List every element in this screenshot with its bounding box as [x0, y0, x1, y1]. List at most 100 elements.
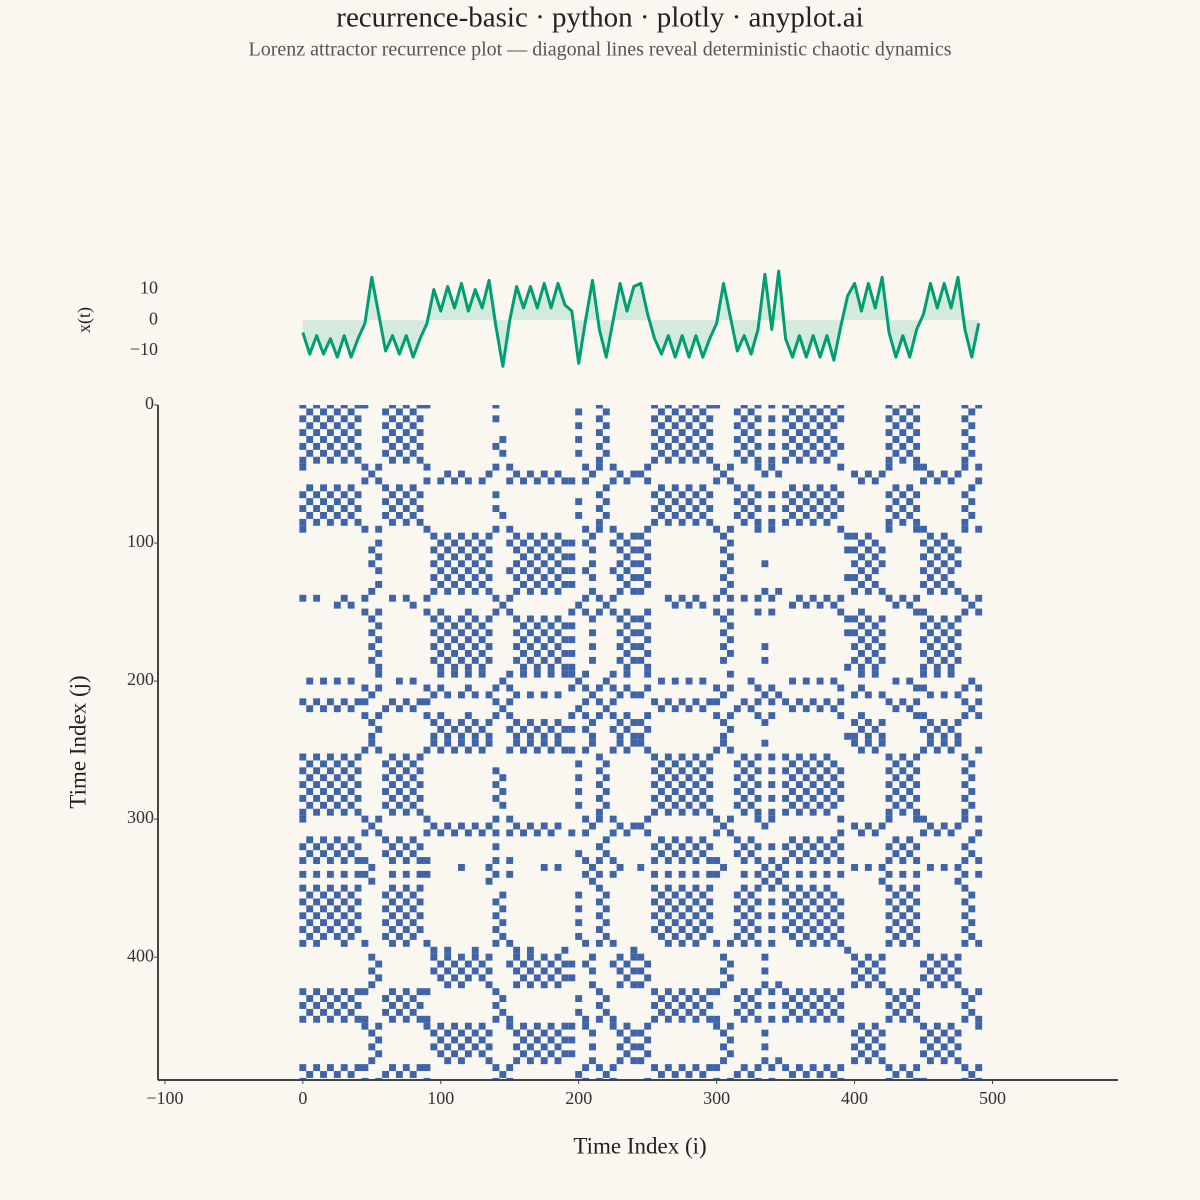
recurrence-cell: [340, 491, 348, 499]
recurrence-cell: [561, 477, 569, 485]
recurrence-cell: [664, 988, 672, 996]
recurrence-cell: [823, 781, 831, 789]
recurrence-cell: [664, 794, 672, 802]
recurrence-cell: [526, 967, 534, 975]
recurrence-cell: [837, 857, 845, 864]
recurrence-cell: [692, 405, 700, 409]
recurrence-cell: [747, 919, 755, 927]
recurrence-cell: [947, 477, 955, 485]
recurrence-cell: [485, 863, 493, 871]
recurrence-cell: [361, 857, 369, 864]
recurrence-cell: [609, 712, 617, 720]
recurrence-cell: [947, 974, 955, 982]
recurrence-cell: [361, 988, 369, 996]
recurrence-cell: [554, 546, 562, 554]
recurrence-cell: [664, 767, 672, 775]
recurrence-cell: [458, 691, 465, 699]
recurrence-cell: [409, 436, 417, 443]
recurrence-cell: [913, 608, 921, 616]
recurrence-cell: [644, 525, 652, 533]
recurrence-cell: [802, 436, 810, 443]
recurrence-cell: [789, 801, 796, 809]
recurrence-cell: [747, 1071, 755, 1078]
recurrence-cell: [961, 884, 969, 892]
recurrence-cell: [782, 698, 790, 706]
recurrence-cell: [768, 988, 776, 996]
recurrence-cell: [823, 456, 831, 464]
recurrence-cell: [913, 870, 921, 878]
recurrence-cell: [706, 794, 714, 802]
recurrence-cell: [899, 456, 907, 464]
recurrence-cell: [623, 746, 631, 754]
recurrence-cell: [637, 587, 645, 595]
recurrence-cell: [464, 684, 472, 692]
recurrence-cell: [616, 953, 624, 961]
recurrence-cell: [795, 1015, 803, 1023]
recurrence-cell: [347, 422, 355, 430]
recurrence-cell: [975, 463, 983, 471]
recurrence-cell: [768, 912, 776, 920]
recurrence-cell: [664, 898, 672, 906]
recurrence-cell: [644, 650, 652, 657]
recurrence-cell: [789, 1008, 796, 1016]
recurrence-cell: [947, 580, 955, 588]
recurrence-cell: [816, 891, 824, 899]
recurrence-cell: [354, 898, 362, 906]
recurrence-cell: [368, 615, 376, 623]
recurrence-cell: [885, 808, 893, 816]
recurrence-cell: [961, 491, 969, 499]
recurrence-cell: [409, 601, 417, 609]
recurrence-cell: [347, 511, 355, 519]
recurrence-cell: [644, 580, 652, 588]
recurrence-cell: [389, 442, 396, 450]
recurrence-cell: [678, 753, 686, 761]
recurrence-cell: [837, 491, 845, 499]
recurrence-cell: [658, 705, 665, 713]
recurrence-cell: [899, 870, 907, 878]
recurrence-cell: [726, 725, 734, 733]
recurrence-cell: [368, 953, 376, 961]
recurrence-cell: [299, 767, 307, 775]
recurrence-cell: [906, 498, 914, 506]
recurrence-cell: [809, 415, 817, 423]
recurrence-cell: [499, 1008, 507, 1016]
recurrence-cell: [458, 470, 465, 478]
recurrence-cell: [464, 974, 472, 982]
recurrence-cell: [423, 1064, 431, 1072]
recurrence-cell: [816, 788, 824, 795]
recurrence-cell: [961, 712, 969, 720]
recurrence-cell: [602, 601, 610, 609]
recurrence-cell: [313, 1002, 321, 1009]
recurrence-cell: [899, 781, 907, 789]
recurrence-cell: [713, 939, 721, 947]
recurrence-cell: [389, 870, 396, 878]
recurrence-cell: [533, 670, 541, 678]
recurrence-cell: [547, 670, 555, 678]
recurrence-cell: [609, 829, 617, 837]
recurrence-cell: [754, 912, 762, 920]
recurrence-cell: [299, 808, 307, 816]
y-axis-title: Time Index (j): [65, 675, 90, 808]
recurrence-cell: [892, 774, 900, 782]
recurrence-cell: [506, 1015, 514, 1023]
recurrence-cell: [768, 815, 776, 823]
recurrence-cell: [478, 650, 486, 657]
recurrence-cell: [768, 456, 776, 464]
recurrence-cell: [637, 1029, 645, 1037]
recurrence-cell: [809, 753, 817, 761]
recurrence-cell: [968, 498, 976, 506]
recurrence-cell: [375, 960, 383, 968]
recurrence-cell: [506, 608, 514, 616]
recurrence-cell: [754, 843, 762, 851]
recurrence-cell: [513, 732, 521, 740]
recurrence-cell: [947, 636, 955, 644]
recurrence-cell: [754, 442, 762, 450]
recurrence-cell: [402, 988, 410, 996]
recurrence-cell: [823, 505, 831, 512]
recurrence-cell: [389, 1002, 396, 1009]
recurrence-cell: [837, 1002, 845, 1009]
recurrence-cell: [851, 1029, 858, 1037]
recurrence-cell: [789, 850, 796, 858]
recurrence-cell: [340, 1015, 348, 1023]
recurrence-cell: [382, 422, 390, 430]
